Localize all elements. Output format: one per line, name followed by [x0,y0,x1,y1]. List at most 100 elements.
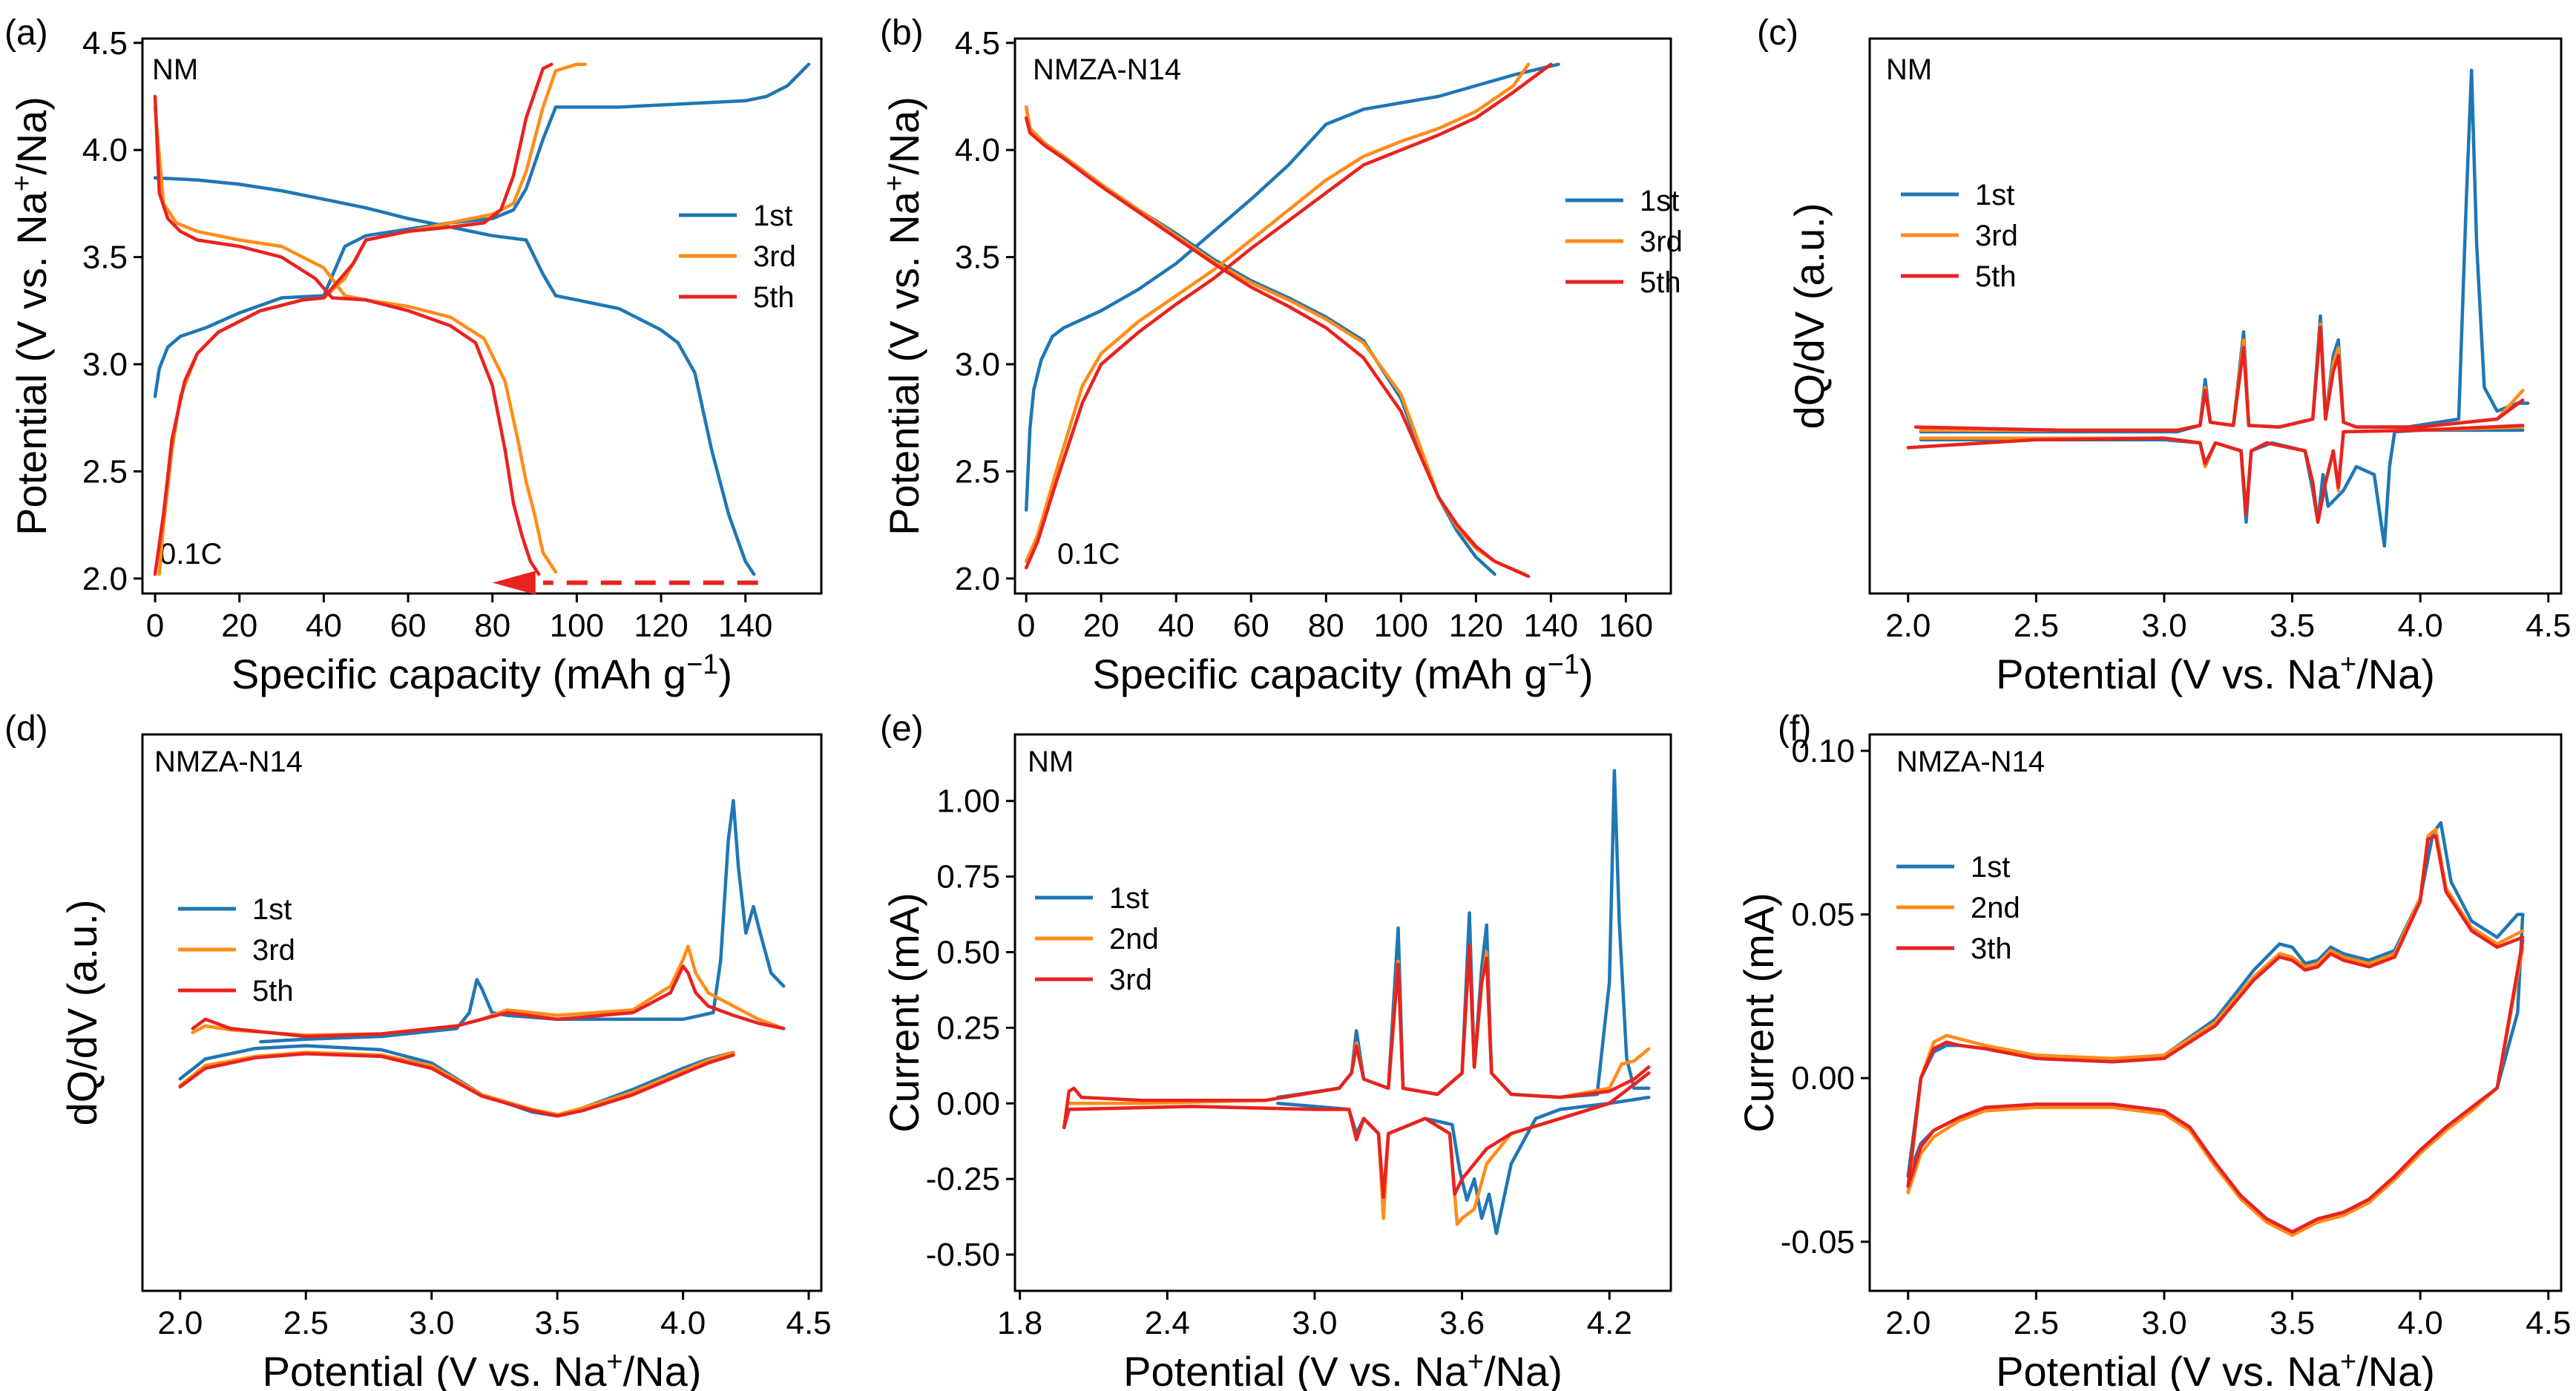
x-tick-label: 3.0 [409,1305,454,1341]
x-axis-title-tail: /Na) [623,1348,702,1391]
legend-label: 5th [753,281,795,314]
x-axis-title: Potential (V vs. Na+/Na) [1996,649,2435,697]
panel-letter: (c) [1757,13,1798,53]
y-tick-label: 0.05 [1791,897,1855,933]
x-axis-title-tail: ) [1580,651,1594,697]
series-line-cycle3 [1906,938,2525,1234]
legend-label: 1st [753,200,792,232]
series-line-cycle1 [153,62,811,398]
sample-label: NMZA-N14 [1033,53,1181,86]
legend-label: 5th [1975,260,2017,293]
x-axis-title-superscript: −1 [686,649,718,680]
y-tick-label: 3.5 [82,240,128,276]
series-line-cycle2 [1024,62,1531,563]
series-line-cycle2 [1906,827,2525,1194]
y-axis-title-main: Current (mA) [881,892,927,1133]
series-line-cycle3 [153,94,541,576]
y-tick-label: 3.5 [955,240,1000,276]
x-tick-label: 3.0 [2141,1305,2186,1341]
y-axis-title-main: Potential (V vs. Na [881,191,927,536]
x-tick-label: 140 [718,608,772,644]
y-axis-title-superscript: + [7,175,38,191]
y-axis-title: dQ/dV (a.u.) [1786,203,1833,429]
x-tick-label: 2.5 [2014,1305,2059,1341]
y-axis-title-tail: /Na) [8,96,55,175]
panel-letter: (a) [4,13,48,53]
series-line-cycle3 [1062,1071,1651,1199]
y-tick-label: 2.5 [82,453,128,490]
y-tick-label: 1.00 [936,783,1000,820]
y-axis-title: dQ/dV (a.u.) [59,899,105,1125]
x-axis-title: Potential (V vs. Na+/Na) [263,1346,702,1391]
x-tick-label: 3.5 [2270,1305,2315,1341]
x-tick-label: 140 [1524,608,1578,644]
x-axis-title-main: Specific capacity (mAh g [1092,651,1547,697]
series-line-cycle2 [153,105,558,574]
x-tick-label: 4.2 [1587,1305,1632,1341]
panel-letter: (e) [880,709,924,749]
y-axis-title: Potential (V vs. Na+/Na) [7,96,55,536]
x-axis-title: Specific capacity (mAh g−1) [1092,649,1593,697]
x-tick-label: 20 [1083,608,1120,644]
x-axis-title: Specific capacity (mAh g−1) [231,649,732,697]
panel-letter: (f) [1778,709,1811,749]
y-axis-title-main: dQ/dV (a.u.) [1786,203,1833,429]
x-axis-title: Potential (V vs. Na+/Na) [1123,1346,1563,1391]
x-tick-label: 60 [390,608,427,644]
y-tick-label: 0.10 [1791,733,1855,769]
legend-label: 3rd [753,240,796,273]
series-line-cycle1 [1024,62,1560,512]
x-tick-label: 4.5 [2526,1305,2571,1341]
x-axis-title: Potential (V vs. Na+/Na) [1996,1346,2435,1391]
y-axis-title-tail: /Na) [881,96,927,175]
y-tick-label: 0.25 [936,1010,1000,1046]
x-tick-label: 3.0 [1292,1305,1337,1341]
y-axis-title: Current (mA) [1735,892,1782,1133]
y-tick-label: 4.0 [955,132,1000,168]
panel-c: 2.0 2.5 3.0 3.5 4.0 4.5 Potential (V vs. Na+/N… [1757,13,2571,697]
panel-b: 0 20 40 60 80 100 120 140 160 2.0 2.5 3.0 3.5 4.0 4.5 S… [879,13,1683,697]
series-line-cycle3 [1906,834,2525,1188]
x-tick-label: 100 [1374,608,1428,644]
series-line-cycle3 [1062,944,1651,1130]
legend-label: 3rd [1975,220,2018,252]
plot-frame [1868,733,2563,1292]
x-tick-label: 2.0 [157,1305,203,1341]
x-tick-label: 120 [1449,608,1503,644]
rate-label: 0.1C [1057,538,1120,570]
x-tick-label: 3.5 [535,1305,580,1341]
sample-label: NMZA-N14 [154,746,303,778]
y-tick-label: 4.0 [82,132,128,168]
x-axis-title-superscript: + [1468,1346,1484,1378]
x-tick-label: 40 [1158,608,1195,644]
series-group [1906,68,2530,548]
y-tick-label: 4.5 [955,25,1000,62]
x-tick-label: 120 [634,608,688,644]
legend-label: 1st [1109,882,1149,915]
x-axis-title-main: Potential (V vs. Na [263,1348,608,1391]
x-tick-label: 0 [146,608,164,644]
y-tick-label: 0.50 [936,934,1000,970]
y-axis-title-superscript: + [879,175,910,191]
rate-label: 0.1C [160,538,223,570]
y-tick-label: -0.50 [926,1237,1000,1273]
y-tick-label: -0.25 [926,1161,1000,1197]
x-tick-label: 20 [221,608,257,644]
sample-label: NM [1028,746,1074,778]
x-axis-title-tail: /Na) [2356,1348,2435,1391]
series-group [178,799,786,1118]
series-line-cycle1 [259,799,786,1044]
legend-label: 5th [252,975,294,1007]
panel-a: 0 20 40 60 80 100 120 140 2.0 2.5 3.0 3.5 4.0 4.5 Spec… [4,13,823,697]
legend-label: 5th [1640,266,1681,299]
x-tick-label: 2.5 [283,1305,329,1341]
legend-label: 3rd [1640,226,1683,258]
x-axis-title-main: Potential (V vs. Na [1996,651,2341,697]
x-tick-label: 2.0 [1885,608,1931,644]
series-line-cycle1 [153,176,756,576]
legend-label: 3rd [1109,964,1152,996]
legend-label: 2nd [1109,923,1159,956]
legend-label: 3th [1971,933,2012,965]
sample-label: NM [1886,53,1932,86]
